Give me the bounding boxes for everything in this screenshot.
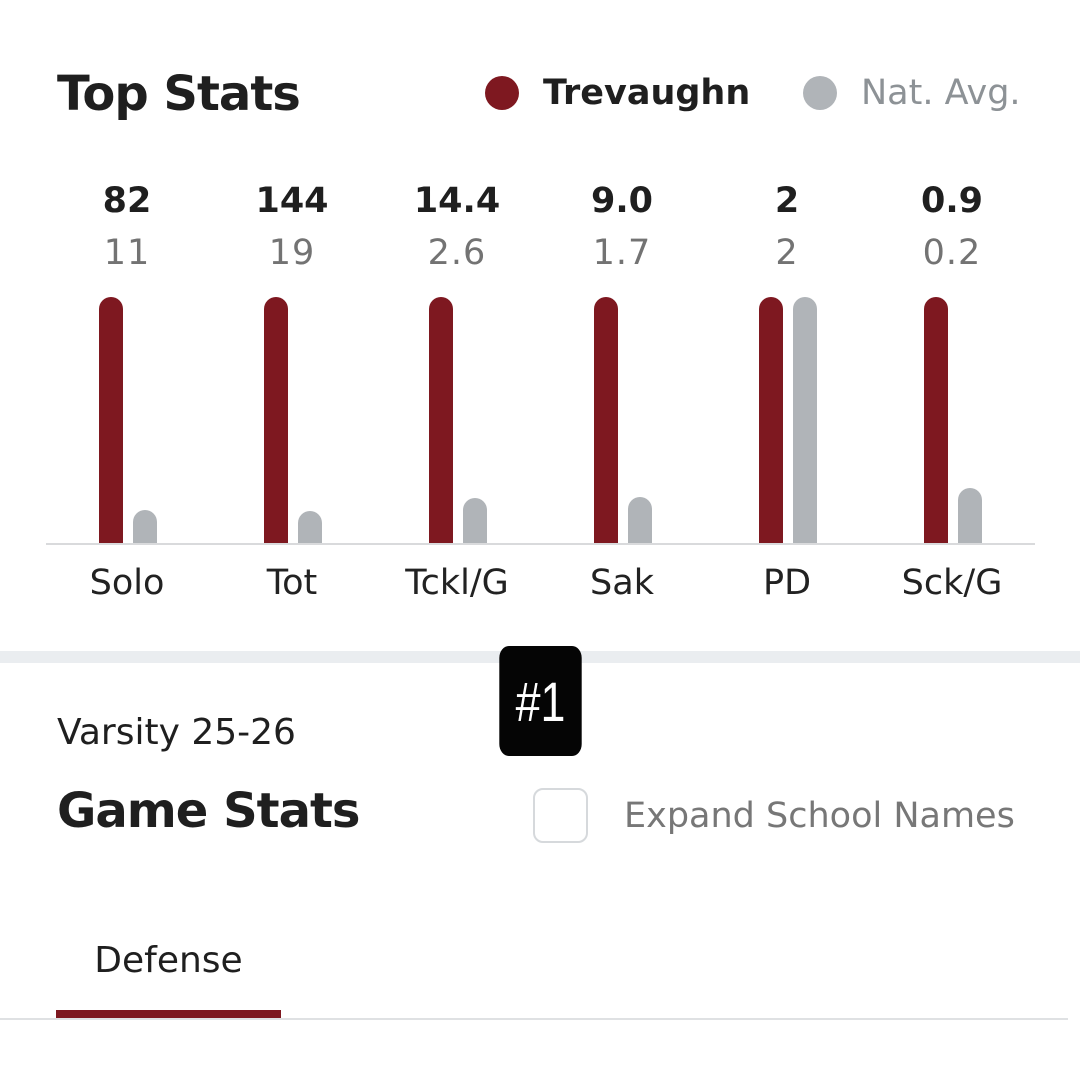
- tabs-divider: [0, 1018, 1068, 1020]
- tab-defense[interactable]: Defense: [56, 935, 281, 1019]
- stat-column: 144 19: [212, 180, 372, 274]
- stat-column: 14.4 2.6: [377, 180, 537, 274]
- bar-player: [924, 297, 948, 543]
- bar-average: [958, 488, 982, 543]
- bar-average: [133, 510, 157, 543]
- stat-player-value: 2: [774, 181, 800, 221]
- category-label: Tot: [266, 563, 318, 603]
- category-label: Tckl/G: [405, 563, 509, 603]
- bar-player: [99, 297, 123, 543]
- bar-average: [793, 297, 817, 543]
- expand-school-names-checkbox[interactable]: [533, 788, 588, 843]
- category-label: Solo: [89, 563, 165, 603]
- stat-average-value: 2.6: [427, 233, 487, 273]
- bar-player: [264, 297, 288, 543]
- bar-average: [628, 497, 652, 543]
- legend-player: Trevaughn: [485, 73, 751, 113]
- category-label: PD: [762, 563, 812, 603]
- stat-player-value: 0.9: [920, 181, 983, 221]
- category-label: Sck/G: [901, 563, 1003, 603]
- stat-player-value: 144: [255, 181, 329, 221]
- game-stats-title: Game Stats: [57, 783, 360, 839]
- legend-average-dot: [803, 76, 837, 110]
- tab-defense-label: Defense: [94, 940, 243, 981]
- category-label: Sak: [590, 563, 654, 603]
- expand-school-names-label[interactable]: Expand School Names: [624, 796, 1015, 836]
- bar-player: [594, 297, 618, 543]
- legend-average-label: Nat. Avg.: [861, 73, 1021, 113]
- stat-player-value: 14.4: [413, 181, 501, 221]
- stat-average-value: 1.7: [592, 233, 652, 273]
- stat-player-value: 9.0: [590, 181, 653, 221]
- stat-column: 9.0 1.7: [542, 180, 702, 274]
- rank-badge: #1: [499, 646, 582, 756]
- stat-average-value: 0.2: [922, 233, 982, 273]
- season-label: Varsity 25-26: [57, 712, 296, 753]
- stat-column: 0.9 0.2: [872, 180, 1032, 274]
- chart-baseline: [46, 543, 1035, 545]
- tab-active-indicator: [56, 1010, 281, 1019]
- stat-player-value: 82: [102, 181, 152, 221]
- bar-player: [429, 297, 453, 543]
- top-stats-title: Top Stats: [57, 66, 301, 122]
- legend-player-dot: [485, 76, 519, 110]
- legend-average: Nat. Avg.: [803, 73, 1021, 113]
- stat-average-value: 11: [103, 233, 151, 273]
- bar-average: [298, 511, 322, 543]
- stat-average-value: 19: [268, 233, 316, 273]
- stat-column: 82 11: [47, 180, 207, 274]
- stat-average-value: 2: [775, 233, 799, 273]
- bar-average: [463, 498, 487, 543]
- bar-player: [759, 297, 783, 543]
- legend-player-label: Trevaughn: [543, 73, 751, 113]
- top-stats-chart: 82 11 Solo 144 19 Tot 14.4 2.6 Tckl/G 9.0 1.7 Sak 2 2…: [46, 180, 1035, 603]
